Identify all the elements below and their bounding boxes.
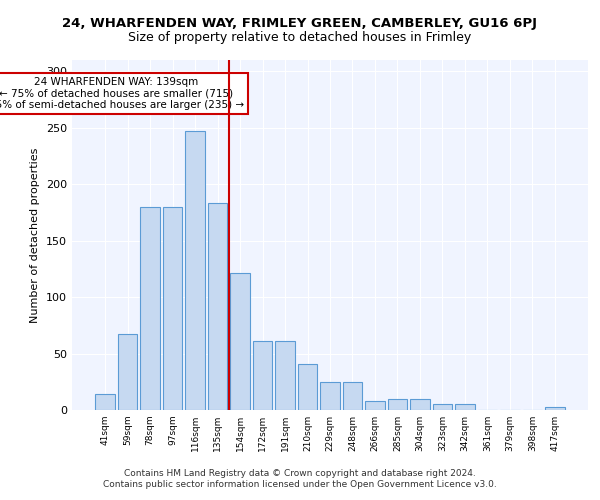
Bar (208, 204, 227, 410)
Bar (140, 207, 160, 410)
Bar (410, 398, 430, 410)
Text: 24, WHARFENDEN WAY, FRIMLEY GREEN, CAMBERLEY, GU16 6PJ: 24, WHARFENDEN WAY, FRIMLEY GREEN, CAMBE… (62, 18, 538, 30)
Bar (163, 207, 182, 410)
Bar (388, 398, 407, 410)
Bar (343, 382, 362, 410)
Y-axis label: Number of detached properties: Number of detached properties (31, 148, 40, 322)
Text: Contains public sector information licensed under the Open Government Licence v3: Contains public sector information licen… (103, 480, 497, 489)
Bar (365, 401, 385, 410)
Bar (185, 131, 205, 410)
Bar (118, 334, 137, 410)
Bar (298, 364, 317, 410)
Text: Size of property relative to detached houses in Frimley: Size of property relative to detached ho… (128, 31, 472, 44)
Bar (230, 274, 250, 410)
Text: 24 WHARFENDEN WAY: 139sqm
← 75% of detached houses are smaller (715)
25% of semi: 24 WHARFENDEN WAY: 139sqm ← 75% of detac… (0, 77, 244, 110)
Bar (320, 382, 340, 410)
Bar (275, 341, 295, 410)
Bar (95, 394, 115, 410)
Bar (545, 406, 565, 410)
Bar (253, 341, 272, 410)
Bar (433, 404, 452, 410)
Bar (455, 404, 475, 410)
Text: Contains HM Land Registry data © Crown copyright and database right 2024.: Contains HM Land Registry data © Crown c… (124, 468, 476, 477)
